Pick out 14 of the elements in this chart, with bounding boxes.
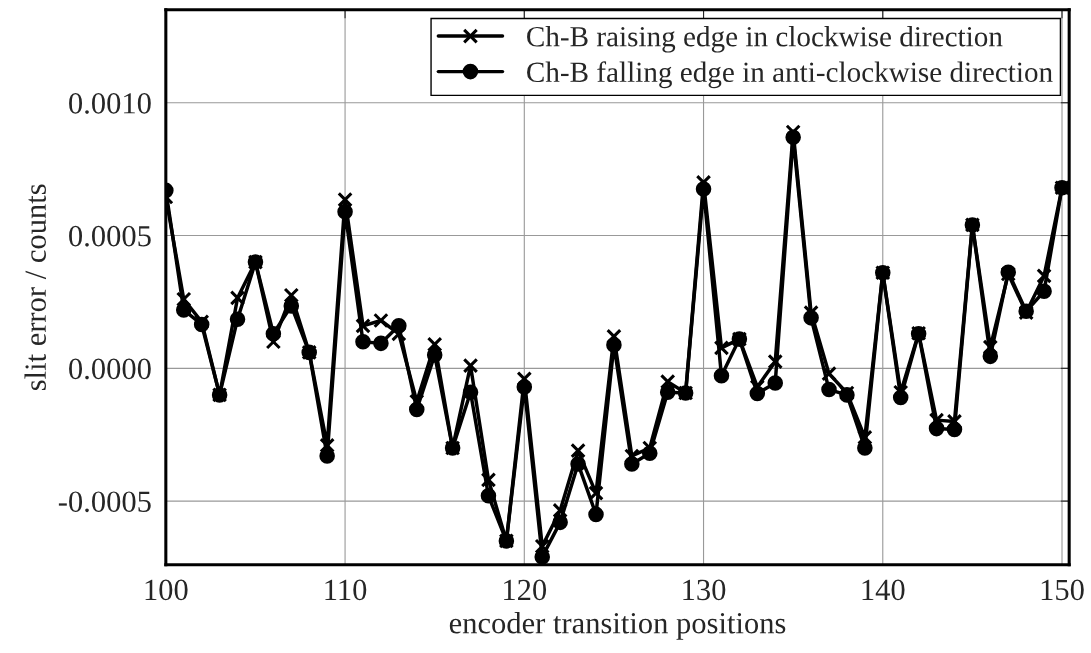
- legend-label: Ch-B raising edge in clockwise direction: [527, 26, 1003, 53]
- x-tick-label: 110: [325, 579, 367, 601]
- y-tick-label: -0.0005: [58, 491, 151, 513]
- x-tick-label: 130: [683, 579, 726, 601]
- y-axis-title: slit error / counts: [24, 184, 46, 391]
- x-tick-label: 100: [145, 579, 188, 601]
- x-tick-label: 150: [1041, 579, 1084, 601]
- y-tick-label: 0.0010: [69, 93, 151, 114]
- x-tick-label: 140: [862, 579, 905, 601]
- x-axis-title: encoder transition positions: [449, 612, 786, 640]
- y-tick-label: 0.0000: [69, 358, 151, 380]
- legend-label: Ch-B falling edge in anti-clockwise direction: [527, 61, 1053, 89]
- x-tick-label: 120: [504, 579, 547, 601]
- y-tick-label: 0.0005: [69, 225, 151, 247]
